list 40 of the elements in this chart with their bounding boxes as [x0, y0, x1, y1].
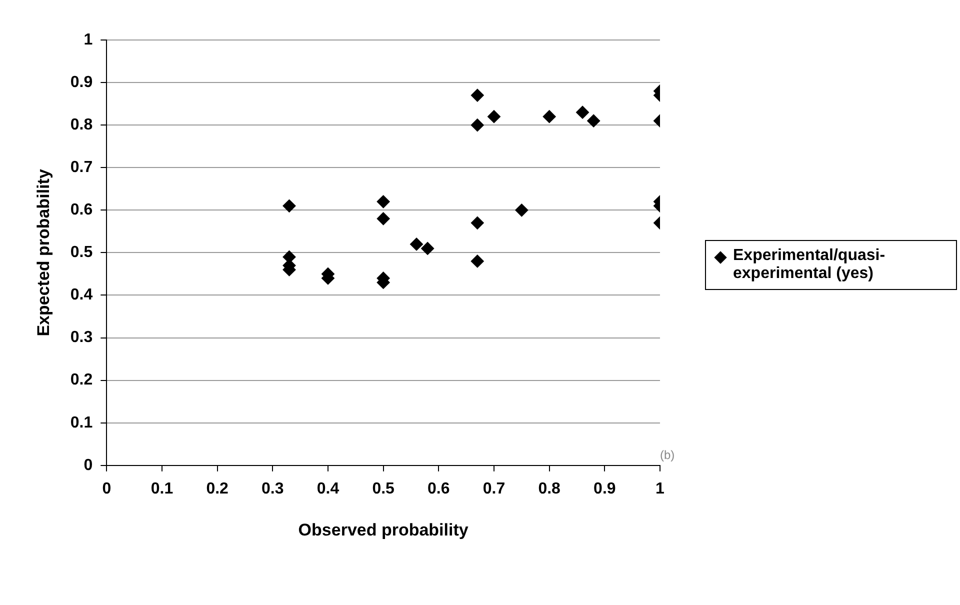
point — [470, 254, 484, 268]
y-tick-label: 0.9 — [70, 74, 93, 91]
point — [587, 114, 600, 128]
x-tick-label: 0.7 — [482, 480, 506, 498]
x-tick-label: 0.9 — [594, 480, 616, 498]
x-tick-label: 1 — [656, 480, 665, 498]
x-tick-label: 0.4 — [316, 480, 340, 498]
x-axis-title: Observed probability — [298, 520, 469, 540]
point — [470, 118, 484, 132]
point — [282, 199, 296, 212]
point — [410, 238, 424, 251]
point — [421, 242, 434, 255]
x-tick-label: 0.8 — [538, 480, 561, 498]
point — [515, 204, 528, 217]
y-tick-label: 0 — [84, 456, 93, 474]
point — [376, 195, 390, 208]
x-tick-label: 0.5 — [372, 480, 395, 498]
y-tick-label: 0.5 — [70, 244, 93, 262]
y-tick-label: 0.1 — [70, 414, 93, 432]
annotation: (b) — [660, 448, 675, 462]
legend-label: Experimental/quasi-experimental (yes) — [733, 247, 886, 283]
x-tick-label: 0.1 — [150, 480, 174, 498]
y-tick-label: 0.3 — [70, 329, 93, 346]
y-tick-label: 0.2 — [70, 372, 93, 389]
y-tick-label: 1 — [84, 31, 93, 48]
point — [542, 110, 556, 124]
x-tick-label: 0.3 — [262, 480, 284, 498]
point — [470, 88, 484, 102]
point — [470, 216, 484, 230]
point — [576, 106, 590, 119]
point — [376, 212, 390, 226]
x-tick-label: 0.6 — [428, 480, 450, 498]
y-tick-label: 0.7 — [70, 159, 93, 176]
y-tick-label: 0.4 — [70, 286, 93, 304]
y-tick-label: 0.8 — [70, 116, 93, 134]
x-tick-label: 0.2 — [206, 480, 229, 498]
y-tick-label: 0.6 — [70, 202, 93, 219]
y-axis-title: Expected probability — [34, 168, 53, 336]
x-tick-label: 0 — [102, 480, 112, 498]
point — [487, 110, 500, 124]
